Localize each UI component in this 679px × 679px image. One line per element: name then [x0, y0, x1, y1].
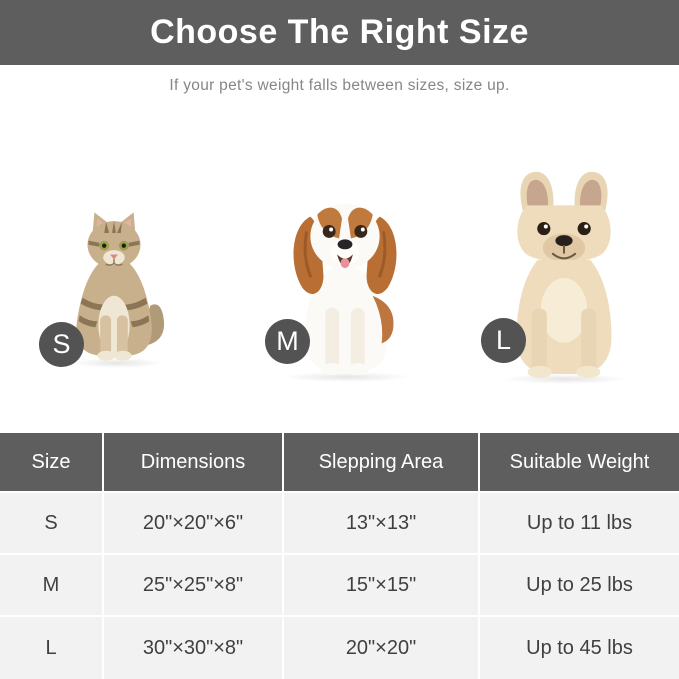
- row-m-size: M: [0, 555, 102, 615]
- row-l-sleeping-area: 20"×20": [284, 617, 478, 679]
- size-badge-s: S: [39, 322, 84, 367]
- size-badge-m: M: [265, 319, 310, 364]
- row-l-weight: Up to 45 lbs: [480, 617, 679, 679]
- bulldog-shadow: [503, 374, 628, 384]
- subtitle: If your pet's weight falls between sizes…: [169, 77, 510, 94]
- row-l-dimensions: 30"×30"×8": [104, 617, 282, 679]
- spaniel-shadow: [282, 372, 412, 382]
- pets-row: S M L: [0, 115, 679, 384]
- column-header-sleeping-area: Slepping Area: [284, 433, 478, 491]
- spaniel-illustration: [293, 203, 397, 376]
- french-bulldog-image: [493, 167, 635, 379]
- row-s-size: S: [0, 493, 102, 553]
- cat-shadow: [70, 358, 165, 368]
- row-l-size: L: [0, 617, 102, 679]
- tabby-cat-image: [60, 205, 168, 363]
- row-m-sleeping-area: 15"×15": [284, 555, 478, 615]
- page-title: Choose The Right Size: [150, 13, 529, 51]
- bulldog-illustration: [516, 171, 612, 378]
- header-banner: Choose The Right Size: [0, 0, 679, 65]
- column-header-size: Size: [0, 433, 102, 491]
- column-header-suitable-weight: Suitable Weight: [480, 433, 679, 491]
- column-header-dimensions: Dimensions: [104, 433, 282, 491]
- size-table: Size Dimensions Slepping Area Suitable W…: [0, 433, 679, 679]
- cavalier-spaniel-image: [270, 181, 420, 377]
- row-m-weight: Up to 25 lbs: [480, 555, 679, 615]
- size-badge-l: L: [481, 318, 526, 363]
- row-s-dimensions: 20"×20"×6": [104, 493, 282, 553]
- row-m-dimensions: 25"×25"×8": [104, 555, 282, 615]
- row-s-weight: Up to 11 lbs: [480, 493, 679, 553]
- cat-illustration: [76, 212, 165, 361]
- row-s-sleeping-area: 13"×13": [284, 493, 478, 553]
